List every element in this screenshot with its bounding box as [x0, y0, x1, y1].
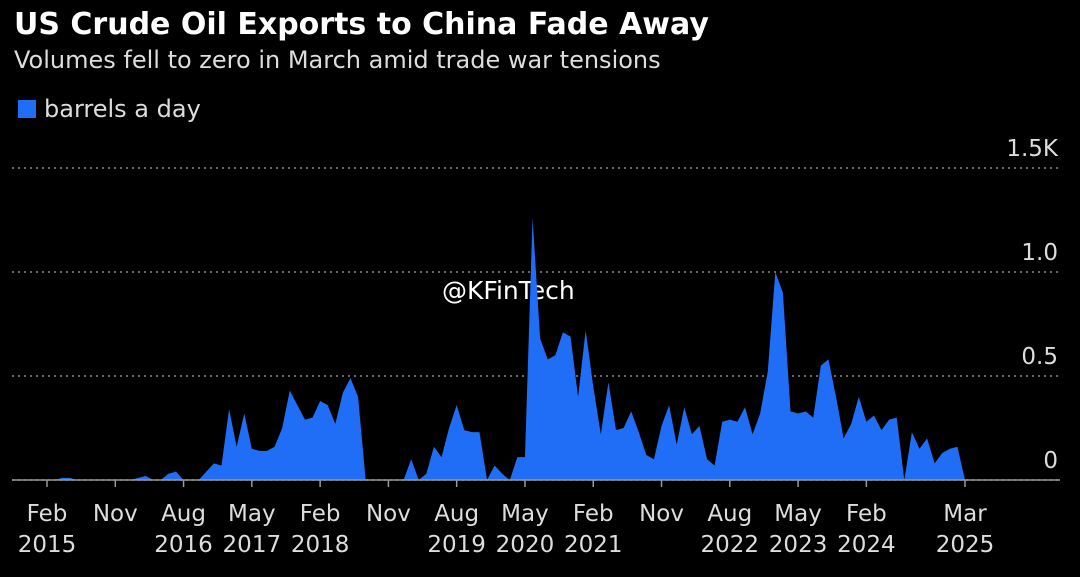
x-tick-label: Feb 2015: [17, 501, 77, 558]
legend-swatch: [18, 100, 36, 118]
x-tick-label: May 2017: [222, 501, 282, 558]
x-tick-label: Mar 2025: [935, 501, 995, 558]
x-tick-label: Aug 2022: [700, 501, 760, 558]
y-tick-label: 0.5: [1021, 344, 1058, 370]
x-tick-label: May 2020: [495, 501, 555, 558]
x-tick-label: Aug 2016: [154, 501, 213, 558]
y-tick-label: 0: [1043, 448, 1058, 474]
y-tick-label: 1.5K: [1006, 136, 1059, 162]
x-tick-label: Nov: [365, 501, 411, 527]
x-tick-label: Feb 2018: [290, 501, 350, 558]
x-tick-label: May 2023: [768, 501, 828, 558]
x-tick-label: Nov: [92, 501, 138, 527]
x-tick-label: Aug 2019: [427, 501, 486, 558]
watermark: @KFinTech: [442, 276, 575, 305]
x-tick-label: Nov: [639, 501, 684, 527]
x-tick-label: Feb 2024: [837, 501, 896, 558]
area: [47, 217, 965, 481]
x-tick-label: Feb 2021: [563, 501, 623, 558]
chart-title: US Crude Oil Exports to China Fade Away: [14, 7, 709, 42]
y-tick-label: 1.0: [1021, 240, 1058, 266]
legend-label: barrels a day: [44, 95, 201, 123]
chart-subtitle: Volumes fell to zero in March amid trade…: [14, 46, 661, 74]
